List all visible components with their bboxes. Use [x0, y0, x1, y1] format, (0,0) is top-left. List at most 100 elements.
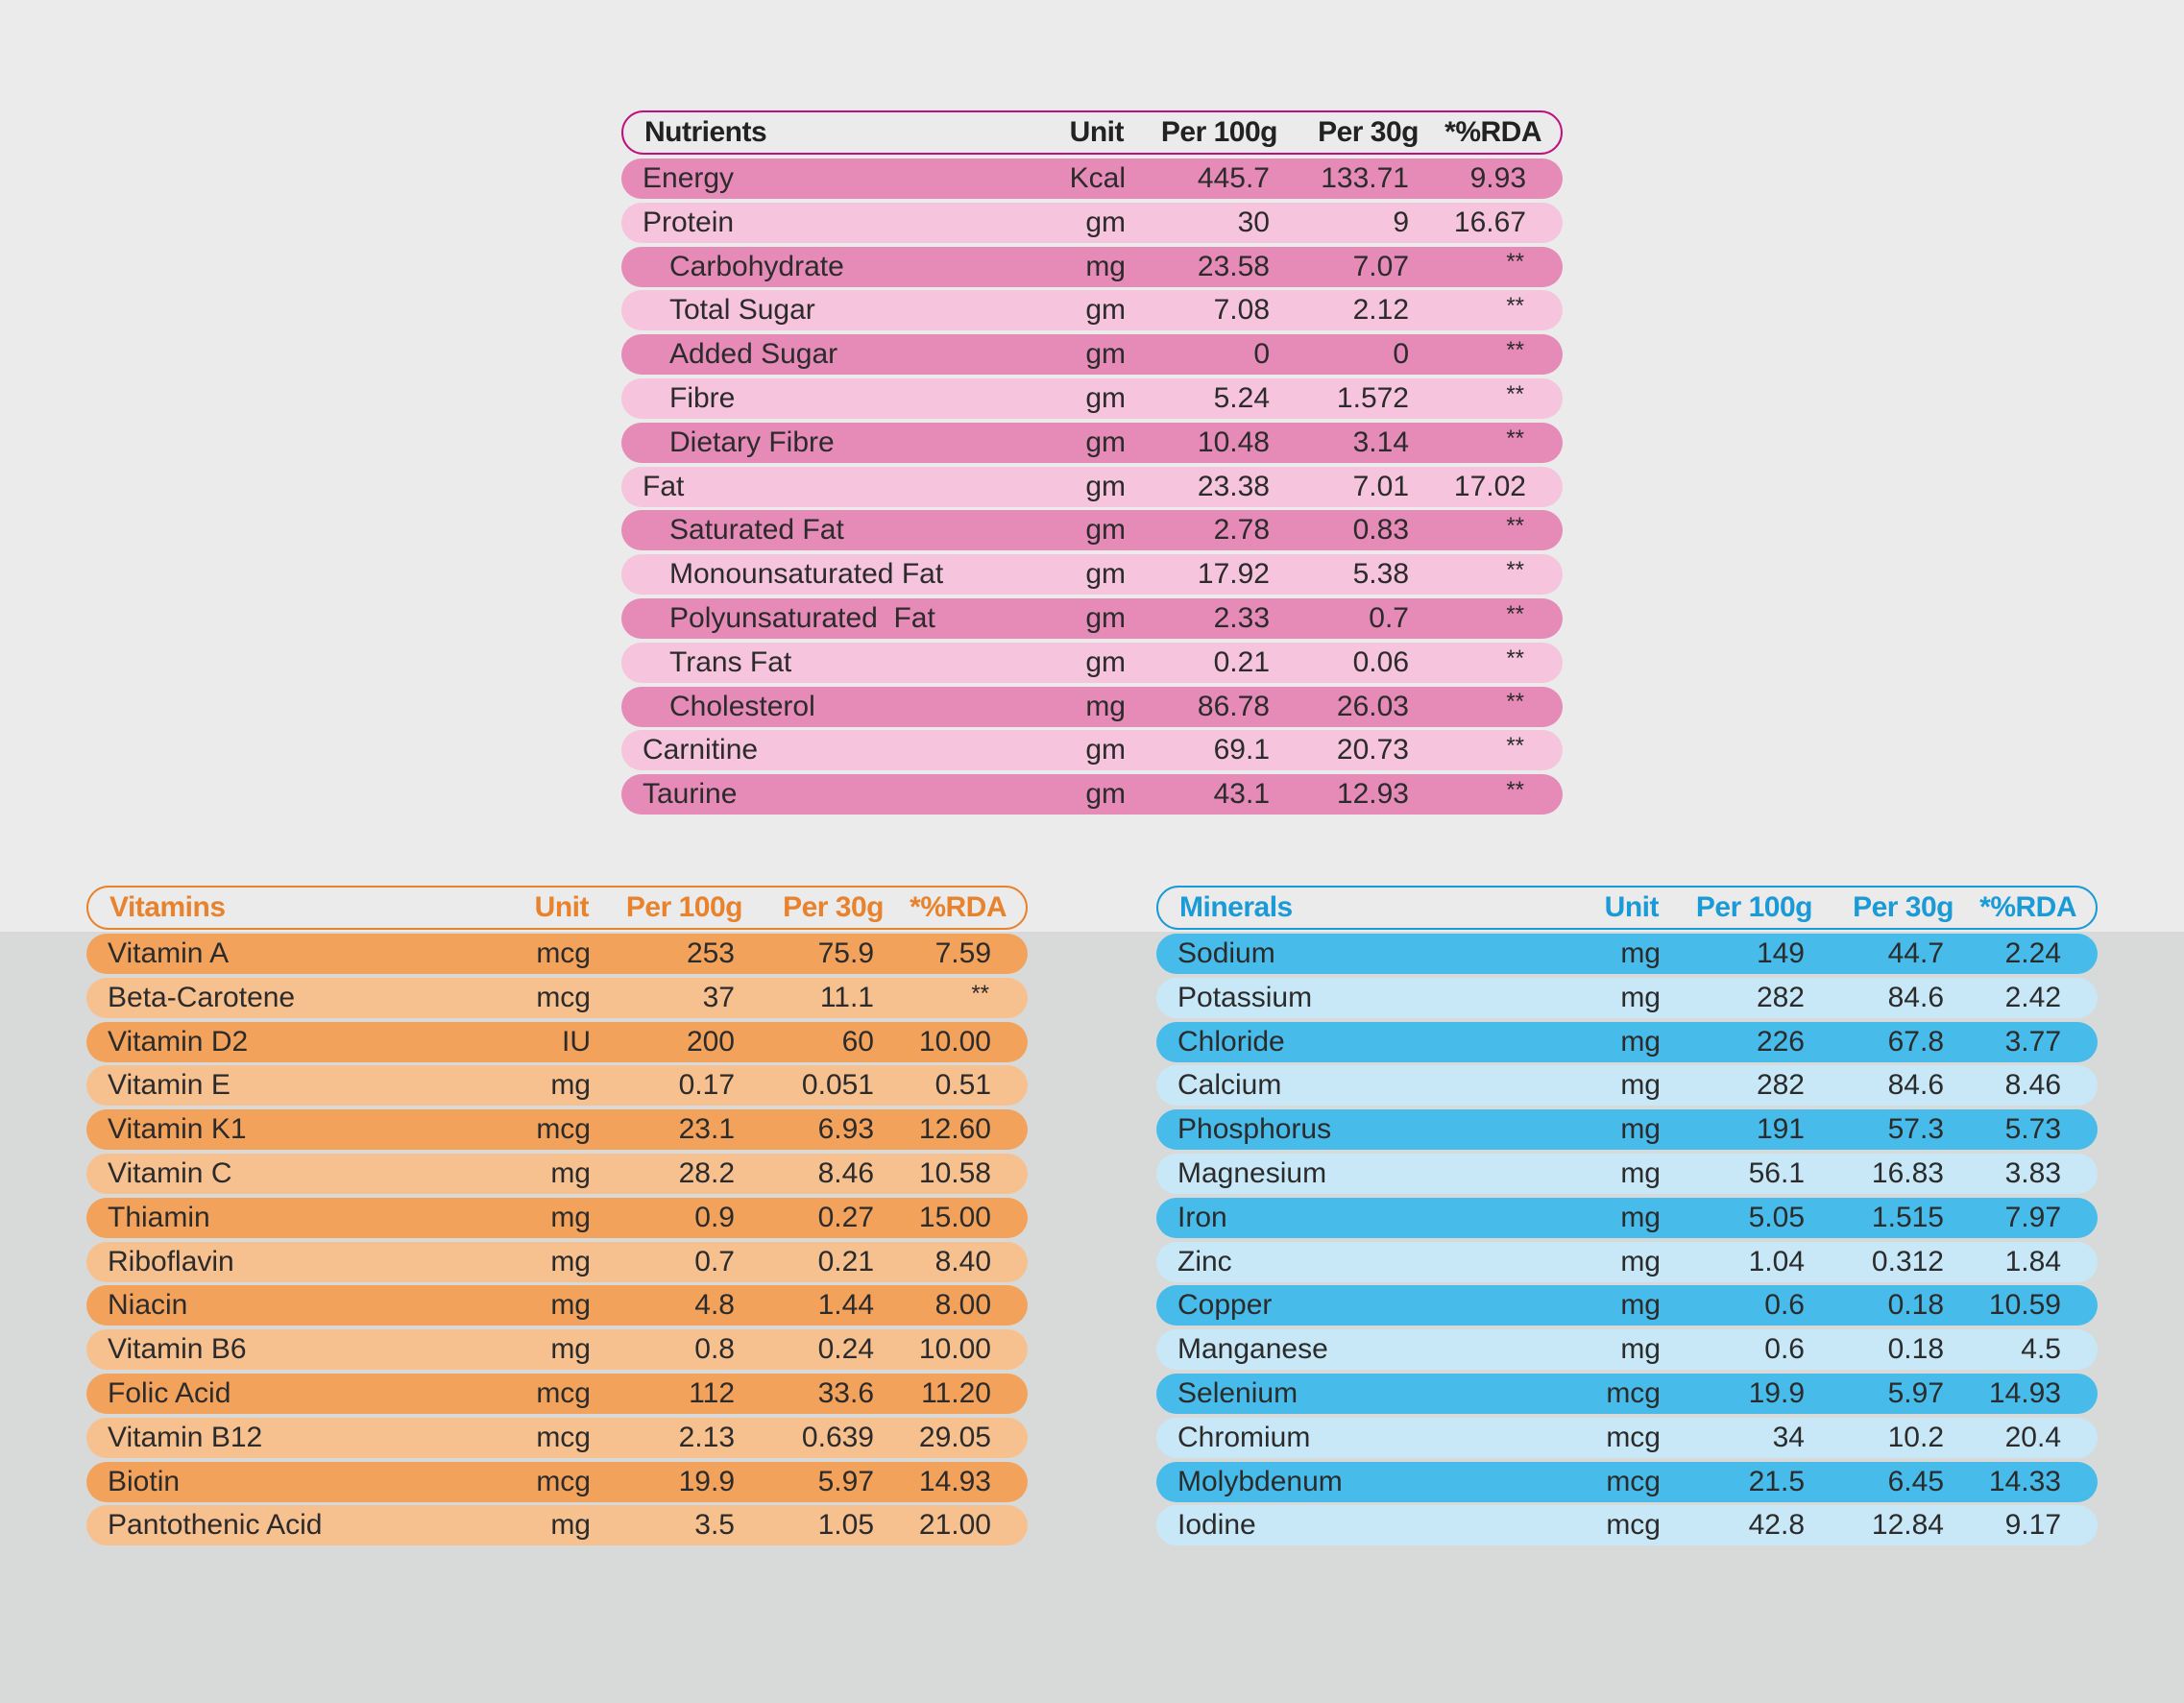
per-100g-cell: 23.38 — [1197, 470, 1270, 502]
unit-cell: mg — [1620, 1201, 1661, 1233]
unit-cell: mg — [1620, 1245, 1661, 1277]
rda-cell: 8.00 — [934, 1289, 991, 1322]
table-row: Iodine mcg 42.8 12.84 9.17 — [1156, 1505, 2098, 1546]
per-30g-cell: 0.21 — [817, 1245, 874, 1277]
table-row: Protein gm 30 9 16.67 — [621, 202, 1563, 243]
header-per-100g: Per 100g — [625, 891, 743, 923]
per-30g-cell: 1.44 — [817, 1289, 874, 1322]
per-100g-cell: 0 — [1253, 338, 1270, 371]
nutrient-name: Sodium — [1177, 937, 1275, 969]
nutrient-name: Beta-Carotene — [108, 981, 296, 1013]
nutrient-name: Cholesterol — [669, 690, 815, 722]
per-100g-cell: 5.05 — [1748, 1201, 1805, 1233]
nutrient-name: Vitamin C — [108, 1156, 232, 1189]
per-100g-cell: 19.9 — [1748, 1376, 1805, 1409]
header-unit: Unit — [1069, 116, 1125, 148]
nutrient-name: Chloride — [1177, 1025, 1285, 1058]
nutrient-name: Iron — [1177, 1201, 1227, 1233]
per-30g-cell: 0.18 — [1887, 1289, 1944, 1322]
nutrient-name: Fibre — [669, 381, 736, 414]
nutrient-name: Magnesium — [1177, 1156, 1327, 1189]
nutrient-name: Vitamin B6 — [108, 1333, 247, 1366]
minerals-table: Minerals Unit Per 100g Per 30g *%RDA Sod… — [1156, 886, 2098, 1546]
unit-cell: gm — [1085, 645, 1126, 678]
unit-cell: mcg — [536, 981, 591, 1013]
table-row: Fibre gm 5.24 1.572 ** — [621, 377, 1563, 419]
per-100g-cell: 3.5 — [694, 1509, 735, 1542]
per-100g-cell: 2.33 — [1213, 601, 1270, 634]
per-30g-cell: 0.639 — [801, 1421, 874, 1453]
nutrient-name: Vitamin E — [108, 1069, 231, 1102]
unit-cell: mg — [1620, 1069, 1661, 1102]
nutrient-name: Vitamin K1 — [108, 1113, 247, 1146]
per-100g-cell: 0.6 — [1764, 1333, 1805, 1366]
per-100g-cell: 69.1 — [1213, 734, 1270, 766]
header-per-30g: Per 30g — [783, 891, 884, 923]
unit-cell: mcg — [536, 1421, 591, 1453]
header-rda: *%RDA — [910, 891, 1007, 923]
table-row: Beta-Carotene mcg 37 11.1 ** — [86, 977, 1028, 1018]
table-row: Iron mg 5.05 1.515 7.97 — [1156, 1197, 2098, 1238]
rda-cell: 4.5 — [2021, 1333, 2061, 1366]
nutrient-name: Taurine — [643, 778, 738, 811]
unit-cell: mcg — [536, 1465, 591, 1497]
table-row: Chloride mg 226 67.8 3.77 — [1156, 1021, 2098, 1062]
nutrient-name: Protein — [643, 206, 735, 238]
nutrients-header-row: Nutrients Unit Per 100g Per 30g *%RDA — [621, 110, 1563, 155]
rda-cell: 16.67 — [1453, 206, 1526, 238]
nutrient-name: Folic Acid — [108, 1376, 231, 1409]
unit-cell: mcg — [1606, 1465, 1661, 1497]
nutrient-name: Selenium — [1177, 1376, 1298, 1409]
table-row: Energy Kcal 445.7 133.71 9.93 — [621, 158, 1563, 199]
unit-cell: mcg — [1606, 1509, 1661, 1542]
rda-cell: 29.05 — [918, 1421, 991, 1453]
per-30g-cell: 6.93 — [817, 1113, 874, 1146]
nutrient-name: Riboflavin — [108, 1245, 234, 1277]
rda-cell: ** — [1506, 513, 1524, 540]
rda-cell: 1.84 — [2004, 1245, 2061, 1277]
header-per-30g: Per 30g — [1318, 116, 1419, 148]
per-30g-cell: 0.24 — [817, 1333, 874, 1366]
per-30g-cell: 20.73 — [1336, 734, 1409, 766]
nutrient-name: Dietary Fibre — [669, 426, 835, 458]
rda-cell: 2.42 — [2004, 981, 2061, 1013]
per-30g-cell: 12.84 — [1871, 1509, 1944, 1542]
per-30g-cell: 12.93 — [1336, 778, 1409, 811]
unit-cell: mg — [1620, 981, 1661, 1013]
rda-cell: 8.40 — [934, 1245, 991, 1277]
per-30g-cell: 84.6 — [1887, 1069, 1944, 1102]
per-30g-cell: 60 — [841, 1025, 874, 1058]
per-100g-cell: 2.78 — [1213, 514, 1270, 547]
nutrient-name: Phosphorus — [1177, 1113, 1332, 1146]
rda-cell: 10.00 — [918, 1025, 991, 1058]
rda-cell: 8.46 — [2004, 1069, 2061, 1102]
rda-cell: 3.83 — [2004, 1156, 2061, 1189]
per-100g-cell: 226 — [1756, 1025, 1805, 1058]
per-30g-cell: 2.12 — [1352, 294, 1409, 327]
table-row: Manganese mg 0.6 0.18 4.5 — [1156, 1329, 2098, 1371]
rda-cell: 0.51 — [934, 1069, 991, 1102]
nutrient-name: Energy — [643, 162, 735, 194]
per-30g-cell: 33.6 — [817, 1376, 874, 1409]
rda-cell: 7.59 — [934, 937, 991, 969]
rda-cell: 3.77 — [2004, 1025, 2061, 1058]
per-30g-cell: 75.9 — [817, 937, 874, 969]
per-100g-cell: 23.1 — [678, 1113, 735, 1146]
rda-cell: ** — [1506, 249, 1524, 276]
per-100g-cell: 445.7 — [1197, 162, 1270, 194]
per-30g-cell: 0.7 — [1369, 601, 1409, 634]
per-30g-cell: 9 — [1393, 206, 1409, 238]
unit-cell: mg — [1620, 1025, 1661, 1058]
table-row: Magnesium mg 56.1 16.83 3.83 — [1156, 1153, 2098, 1194]
per-30g-cell: 10.2 — [1887, 1421, 1944, 1453]
per-30g-cell: 0.18 — [1887, 1333, 1944, 1366]
header-name: Minerals — [1179, 891, 1293, 923]
unit-cell: gm — [1085, 206, 1126, 238]
per-30g-cell: 0 — [1393, 338, 1409, 371]
nutrient-name: Fat — [643, 470, 685, 502]
table-row: Sodium mg 149 44.7 2.24 — [1156, 934, 2098, 974]
rda-cell: ** — [1506, 600, 1524, 627]
rda-cell: 14.93 — [1988, 1376, 2061, 1409]
table-row: Trans Fat gm 0.21 0.06 ** — [621, 642, 1563, 683]
per-100g-cell: 282 — [1756, 981, 1805, 1013]
